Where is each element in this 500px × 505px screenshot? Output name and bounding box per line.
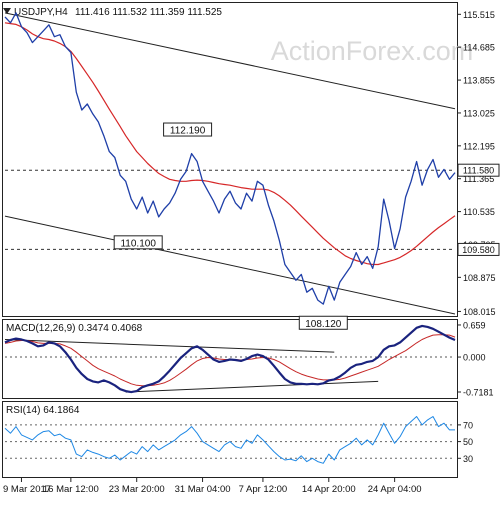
macd-trendline-lower xyxy=(125,380,379,393)
rsi-title: RSI(14) 64.1864 xyxy=(6,405,80,416)
price-y-tick-label: 111.365 xyxy=(463,174,494,184)
moving-average-line xyxy=(4,22,456,266)
chevron-down-icon xyxy=(3,8,11,14)
price-title: USDJPY,H4 111.416 111.532 111.359 111.52… xyxy=(3,7,222,18)
level-label: 109.580 xyxy=(462,245,495,255)
symbol-label: USDJPY,H4 xyxy=(14,7,68,18)
channel-lower-line xyxy=(4,215,456,315)
macd-y-tick-label: -0.7181 xyxy=(463,388,494,398)
macd-y-tick-label: 0.000 xyxy=(463,353,486,363)
price-y-tick-label: 113.855 xyxy=(463,76,495,86)
watermark: ActionForex.com xyxy=(271,36,474,66)
price-y-tick-label: 112.195 xyxy=(463,141,495,151)
price-annotation-label: 108.120 xyxy=(305,319,342,330)
price-panel-frame xyxy=(2,2,458,317)
channel-upper-line xyxy=(4,12,456,110)
price-annotation-label: 110.100 xyxy=(120,238,156,249)
level-label-box xyxy=(457,242,500,256)
x-tick-label: 14 Apr 20:00 xyxy=(302,484,356,495)
price-y-tick-label: 108.875 xyxy=(463,273,496,283)
x-tick-label: 31 Mar 04:00 xyxy=(175,484,231,495)
price-annotation-box xyxy=(298,315,348,330)
rsi-y-tick-label: 30 xyxy=(463,454,473,464)
ohlc-label: 111.416 111.532 111.359 111.525 xyxy=(75,7,222,18)
macd-line xyxy=(4,324,456,394)
price-annotation-box xyxy=(113,235,163,250)
macd-title: MACD(12,26,9) 0.3474 0.4068 xyxy=(6,323,143,334)
macd-y-tick-label: 0.659 xyxy=(463,320,486,330)
x-tick-label: 16 Mar 12:00 xyxy=(43,484,99,495)
macd-panel-frame xyxy=(2,319,458,399)
price-y-tick-label: 115.515 xyxy=(463,10,495,20)
x-tick-label: 23 Mar 20:00 xyxy=(109,484,165,495)
macd-trendline-upper xyxy=(4,339,335,353)
price-y-tick-label: 110.535 xyxy=(463,207,495,217)
rsi-y-tick-label: 50 xyxy=(463,437,473,447)
rsi-line xyxy=(4,416,455,464)
price-line xyxy=(4,12,456,305)
x-tick-label: 7 Apr 12:00 xyxy=(239,484,288,495)
level-label: 111.580 xyxy=(463,166,494,176)
price-annotation-label: 112.190 xyxy=(170,126,206,137)
price-y-tick-label: 108.015 xyxy=(463,307,496,317)
price-y-tick-label: 114.685 xyxy=(463,43,495,53)
x-tick-label: 24 Apr 04:00 xyxy=(368,484,422,495)
price-annotation-box xyxy=(163,122,213,137)
price-y-tick-label: 113.025 xyxy=(463,108,495,118)
level-label-box xyxy=(457,163,500,177)
rsi-panel-frame xyxy=(2,401,458,478)
x-tick-label: 9 Mar 2017 xyxy=(3,484,51,495)
rsi-y-tick-label: 70 xyxy=(463,420,473,430)
